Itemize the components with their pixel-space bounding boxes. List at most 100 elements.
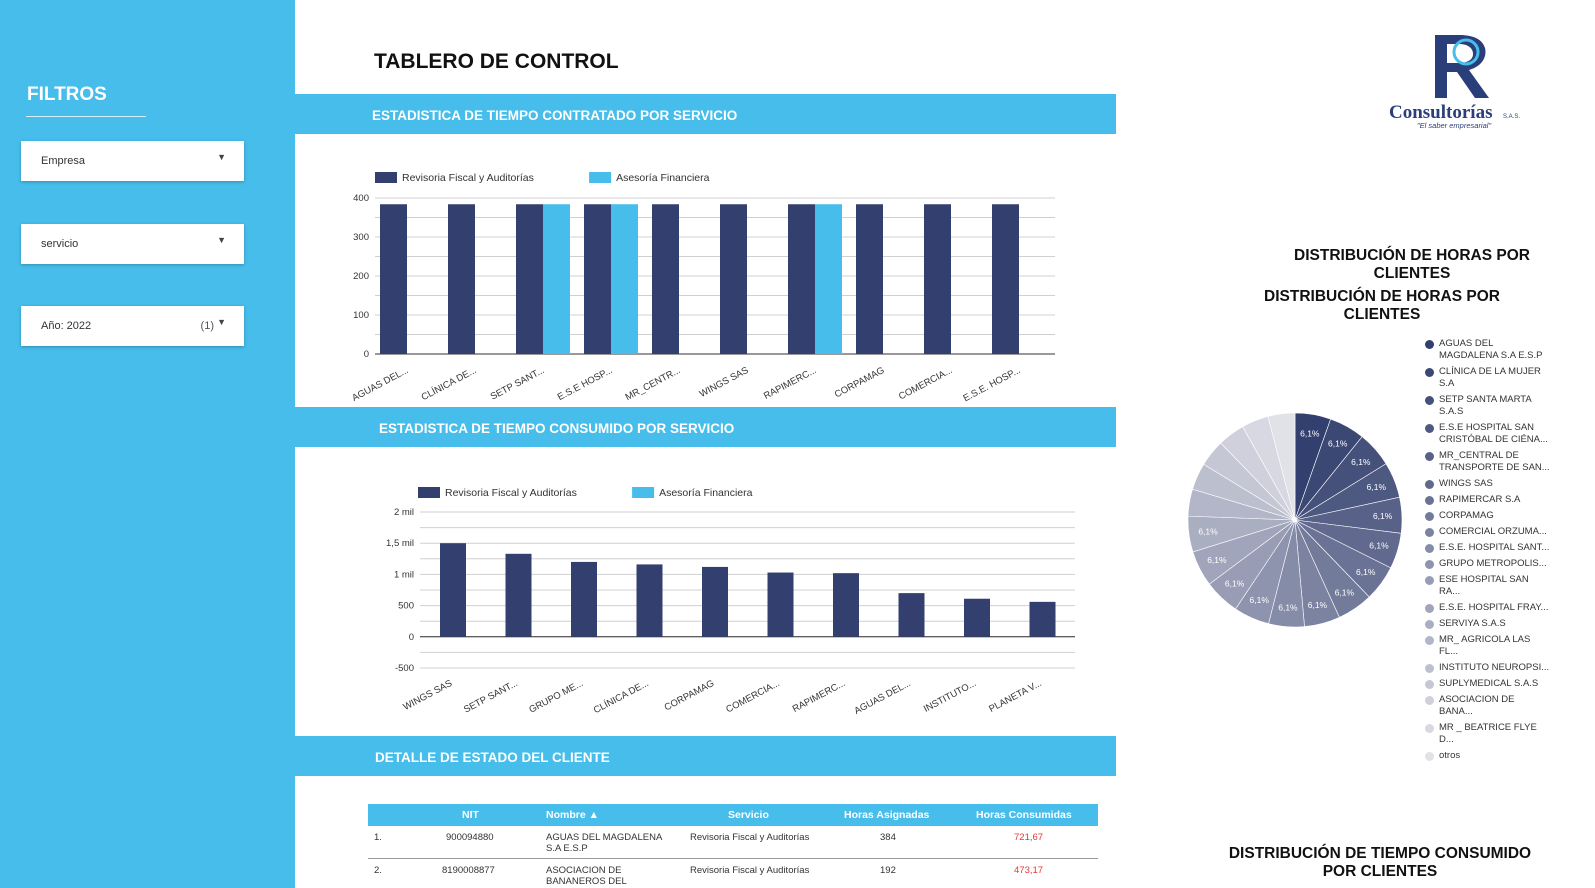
bar[interactable] (448, 204, 475, 354)
bar[interactable] (636, 564, 663, 637)
legend-dot (1425, 576, 1434, 585)
bar[interactable] (898, 593, 925, 637)
bar[interactable] (516, 204, 543, 354)
legend-label: CLÍNICA DE LA MUJER S.A (1439, 366, 1541, 389)
bar[interactable] (543, 204, 570, 354)
bar[interactable] (652, 204, 679, 354)
bar[interactable] (440, 543, 466, 637)
legend-item[interactable]: COMERCIAL ORZUMA... (1425, 526, 1550, 538)
anio-filter-label: Año: 2022 (41, 320, 92, 332)
x-tick-label: MR_CENTR... (624, 365, 683, 403)
x-tick-label: SETP SANT... (489, 365, 547, 403)
table-row[interactable]: 1. 900094880 AGUAS DEL MAGDALENA S.A E.S… (368, 826, 1098, 859)
header-servicio[interactable]: Servicio (728, 809, 769, 821)
servicio-filter-dropdown[interactable]: servicio ▼ (21, 224, 244, 264)
pie-slice-label: 6,1% (1335, 588, 1355, 598)
row-index: 1. (374, 832, 382, 843)
pie-slice-label: 6,1% (1250, 595, 1270, 605)
horas-pie-chart: 6,1%6,1%6,1%6,1%6,1%6,1%6,1%6,1%6,1%6,1%… (1187, 412, 1403, 628)
header-nit[interactable]: NIT (462, 809, 479, 821)
legend-dot (1425, 636, 1434, 645)
consumido-title-line1: DISTRIBUCIÓN DE TIEMPO CONSUMIDO (1228, 845, 1532, 862)
legend-item[interactable]: SUPLYMEDICAL S.A.S (1425, 678, 1550, 690)
bar[interactable] (611, 204, 638, 354)
row-nit: 8190008877 (442, 865, 495, 876)
bar[interactable] (964, 598, 990, 637)
legend-item[interactable]: SERVIYA S.A.S (1425, 618, 1550, 630)
legend-label: MR_ AGRICOLA LAS FL... (1439, 634, 1531, 657)
legend-item[interactable]: E.S.E. HOSPITAL FRAY... (1425, 602, 1550, 614)
bar[interactable] (992, 204, 1019, 354)
row-nombre: AGUAS DEL MAGDALENA S.A E.S.P (546, 832, 662, 854)
y-tick-label: 100 (353, 310, 369, 321)
bar[interactable] (767, 572, 794, 637)
legend-item[interactable]: otros (1425, 750, 1550, 762)
legend-item[interactable]: E.S.E. HOSPITAL SANT... (1425, 542, 1550, 554)
pie-slice-label: 6,1% (1373, 511, 1393, 521)
bar[interactable] (380, 204, 407, 354)
legend-item[interactable]: E.S.E HOSPITAL SAN CRISTÓBAL DE CIÉNA... (1425, 422, 1550, 446)
legend-item[interactable]: RAPIMERCAR S.A (1425, 494, 1550, 506)
legend-dot (1425, 396, 1434, 405)
bar[interactable] (815, 204, 842, 354)
legend-item[interactable]: MR_ AGRICOLA LAS FL... (1425, 634, 1550, 658)
pie-slice-label: 6,1% (1367, 482, 1387, 492)
header-horas-asignadas[interactable]: Horas Asignadas (844, 809, 930, 821)
legend-label: SUPLYMEDICAL S.A.S (1439, 678, 1539, 689)
horas-title-top: DISTRIBUCIÓN DE HORAS POR CLIENTES (1294, 247, 1530, 282)
legend-label: CORPAMAG (1439, 510, 1494, 521)
x-tick-label: INSTITUTO... (922, 678, 978, 715)
legend-label: ASOCIACION DE BANA... (1439, 694, 1515, 717)
bar[interactable] (788, 204, 815, 354)
legend-label: COMERCIAL ORZUMA... (1439, 526, 1547, 537)
x-tick-label: PLANETA V... (987, 678, 1043, 715)
legend-item[interactable]: GRUPO METROPOLIS... (1425, 558, 1550, 570)
legend-swatch (632, 487, 655, 498)
legend-item[interactable]: ASOCIACION DE BANA... (1425, 694, 1550, 718)
y-tick-label: 200 (353, 271, 369, 282)
legend-dot (1425, 752, 1434, 761)
section-header-consumido: ESTADISTICA DE TIEMPO CONSUMIDO POR SERV… (295, 407, 1116, 447)
anio-filter-count: (1) (200, 320, 214, 332)
legend-label: ESE HOSPITAL SAN RA... (1439, 574, 1529, 597)
legend-item[interactable]: CLÍNICA DE LA MUJER S.A (1425, 366, 1550, 390)
row-index: 2. (374, 865, 382, 876)
legend-item[interactable]: AGUAS DEL MAGDALENA S.A E.S.P (1425, 338, 1550, 362)
bar[interactable] (571, 561, 597, 637)
table-row[interactable]: 2. 8190008877 ASOCIACION DE BANANEROS DE… (368, 859, 1098, 888)
legend-dot (1425, 680, 1434, 689)
bar[interactable] (1029, 601, 1056, 637)
legend-label: MR_CENTRAL DE TRANSPORTE DE SAN... (1439, 450, 1550, 473)
legend-item[interactable]: MR_CENTRAL DE TRANSPORTE DE SAN... (1425, 450, 1550, 474)
legend-item[interactable]: CORPAMAG (1425, 510, 1550, 522)
legend-dot (1425, 424, 1434, 433)
legend-label: Revisoria Fiscal y Auditorías (445, 487, 577, 499)
header-nombre[interactable]: Nombre ▲ (546, 809, 599, 821)
bar[interactable] (505, 553, 532, 637)
legend-item[interactable]: ESE HOSPITAL SAN RA... (1425, 574, 1550, 598)
legend-label: SERVIYA S.A.S (1439, 618, 1506, 629)
legend-item[interactable]: INSTITUTO NEUROPSI... (1425, 662, 1550, 674)
chevron-down-icon: ▼ (217, 235, 226, 245)
bar[interactable] (856, 204, 883, 354)
legend-label: E.S.E. HOSPITAL SANT... (1439, 542, 1550, 553)
empresa-filter-dropdown[interactable]: Empresa ▼ (21, 141, 244, 181)
legend-item[interactable]: WINGS SAS (1425, 478, 1550, 490)
bar[interactable] (833, 573, 859, 637)
bar[interactable] (720, 204, 747, 354)
legend-label: SETP SANTA MARTA S.A.S (1439, 394, 1532, 417)
x-tick-label: CORPAMAG (833, 365, 886, 400)
legend-item[interactable]: SETP SANTA MARTA S.A.S (1425, 394, 1550, 418)
header-horas-consumidas[interactable]: Horas Consumidas (976, 809, 1072, 821)
legend-item[interactable]: MR _ BEATRICE FLYE D... (1425, 722, 1550, 746)
legend-dot (1425, 496, 1434, 505)
row-consumidas: 473,17 (1014, 865, 1044, 876)
anio-filter-dropdown[interactable]: Año: 2022 (1) ▼ (21, 306, 244, 346)
pie-slice-label: 6,1% (1351, 457, 1371, 467)
bar[interactable] (702, 566, 728, 637)
bar[interactable] (584, 204, 611, 354)
x-tick-label: AGUAS DEL... (350, 365, 410, 404)
pie-slice[interactable] (1267, 412, 1296, 521)
bar[interactable] (924, 204, 951, 354)
legend-dot (1425, 560, 1434, 569)
